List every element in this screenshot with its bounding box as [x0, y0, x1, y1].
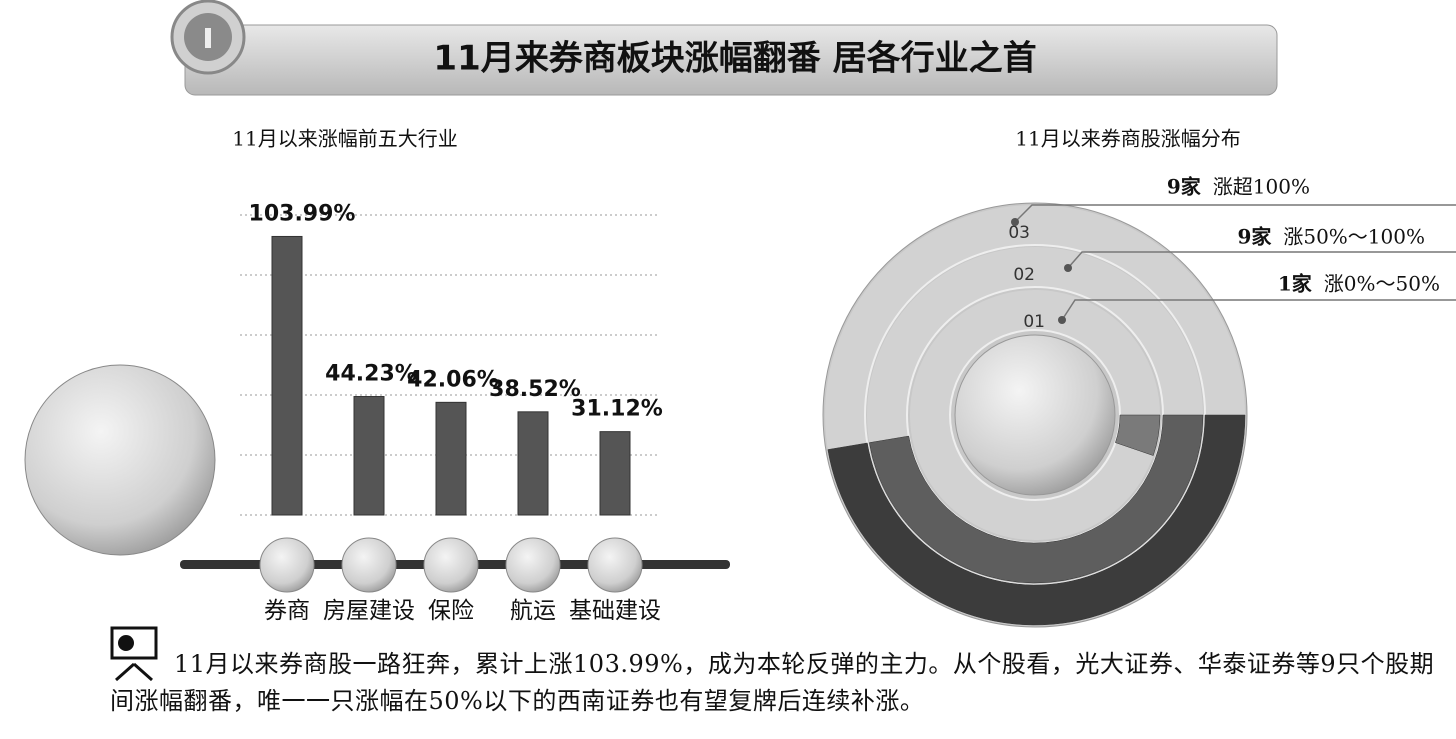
leader-line — [1067, 251, 1456, 269]
ring-label: 02 — [1013, 265, 1035, 285]
bar — [353, 396, 385, 516]
x-tick-label: 券商 — [264, 598, 310, 624]
value-label: 44.23% — [325, 362, 417, 387]
bar — [517, 411, 549, 516]
chart-title: 11月以来券商股涨幅分布 — [1015, 127, 1240, 151]
rail-bubble — [505, 537, 561, 593]
rail-bubble — [423, 537, 479, 593]
x-tick-label: 保险 — [428, 598, 474, 624]
decor-circle — [24, 364, 216, 556]
legend-label: 涨50%～100% — [1283, 225, 1425, 249]
value-label: 31.12% — [571, 397, 663, 422]
bar — [271, 235, 303, 516]
ring-label: 03 — [1008, 223, 1030, 243]
x-tick-label: 基础建设 — [569, 598, 661, 624]
note-icon-leg — [115, 662, 135, 682]
icon-figure — [205, 28, 211, 48]
leader-dot — [1058, 316, 1066, 324]
leader-line — [1061, 299, 1456, 321]
bar — [599, 431, 631, 516]
rail-bubble — [341, 537, 397, 593]
bar — [435, 401, 467, 516]
legend-label: 涨超100% — [1213, 175, 1310, 199]
rail-bubble — [587, 537, 643, 593]
value-label: 38.52% — [489, 377, 581, 402]
ring-segment — [827, 414, 1246, 626]
page-title: 11月来券商板块涨幅翻番 居各行业之首 — [433, 39, 1036, 79]
rail-bubble — [259, 537, 315, 593]
legend-value: 9家 — [1167, 175, 1202, 199]
leader-dot — [1011, 218, 1019, 226]
note-icon-leg — [133, 662, 153, 682]
leader-dot — [1064, 264, 1072, 272]
note-icon-pie — [118, 635, 134, 651]
footer-text: 11月以来券商股一路狂奔，累计上涨103.99%，成为本轮反弹的主力。从个股看，… — [110, 650, 1435, 715]
x-tick-label: 航运 — [510, 598, 556, 624]
chart-title: 11月以来涨幅前五大行业 — [232, 127, 457, 151]
x-tick-label: 房屋建设 — [323, 598, 415, 624]
legend-label: 涨0%～50% — [1324, 272, 1440, 296]
ring-segment — [1115, 414, 1161, 456]
value-label: 103.99% — [249, 201, 356, 226]
ring-center — [954, 334, 1116, 496]
ring-label: 01 — [1023, 312, 1045, 332]
leader-line — [1014, 204, 1456, 223]
legend-value: 1家 — [1278, 272, 1313, 296]
value-label: 42.06% — [407, 367, 499, 392]
ring-segment — [869, 414, 1204, 584]
legend-value: 9家 — [1237, 225, 1272, 249]
